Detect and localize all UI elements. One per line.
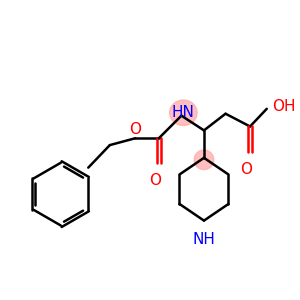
Text: O: O <box>149 172 161 188</box>
Ellipse shape <box>169 100 197 125</box>
Text: O: O <box>240 162 252 177</box>
Text: NH: NH <box>193 232 215 247</box>
Ellipse shape <box>194 150 214 170</box>
Text: HN: HN <box>172 105 195 120</box>
Text: O: O <box>129 122 141 137</box>
Text: OH: OH <box>273 99 296 114</box>
